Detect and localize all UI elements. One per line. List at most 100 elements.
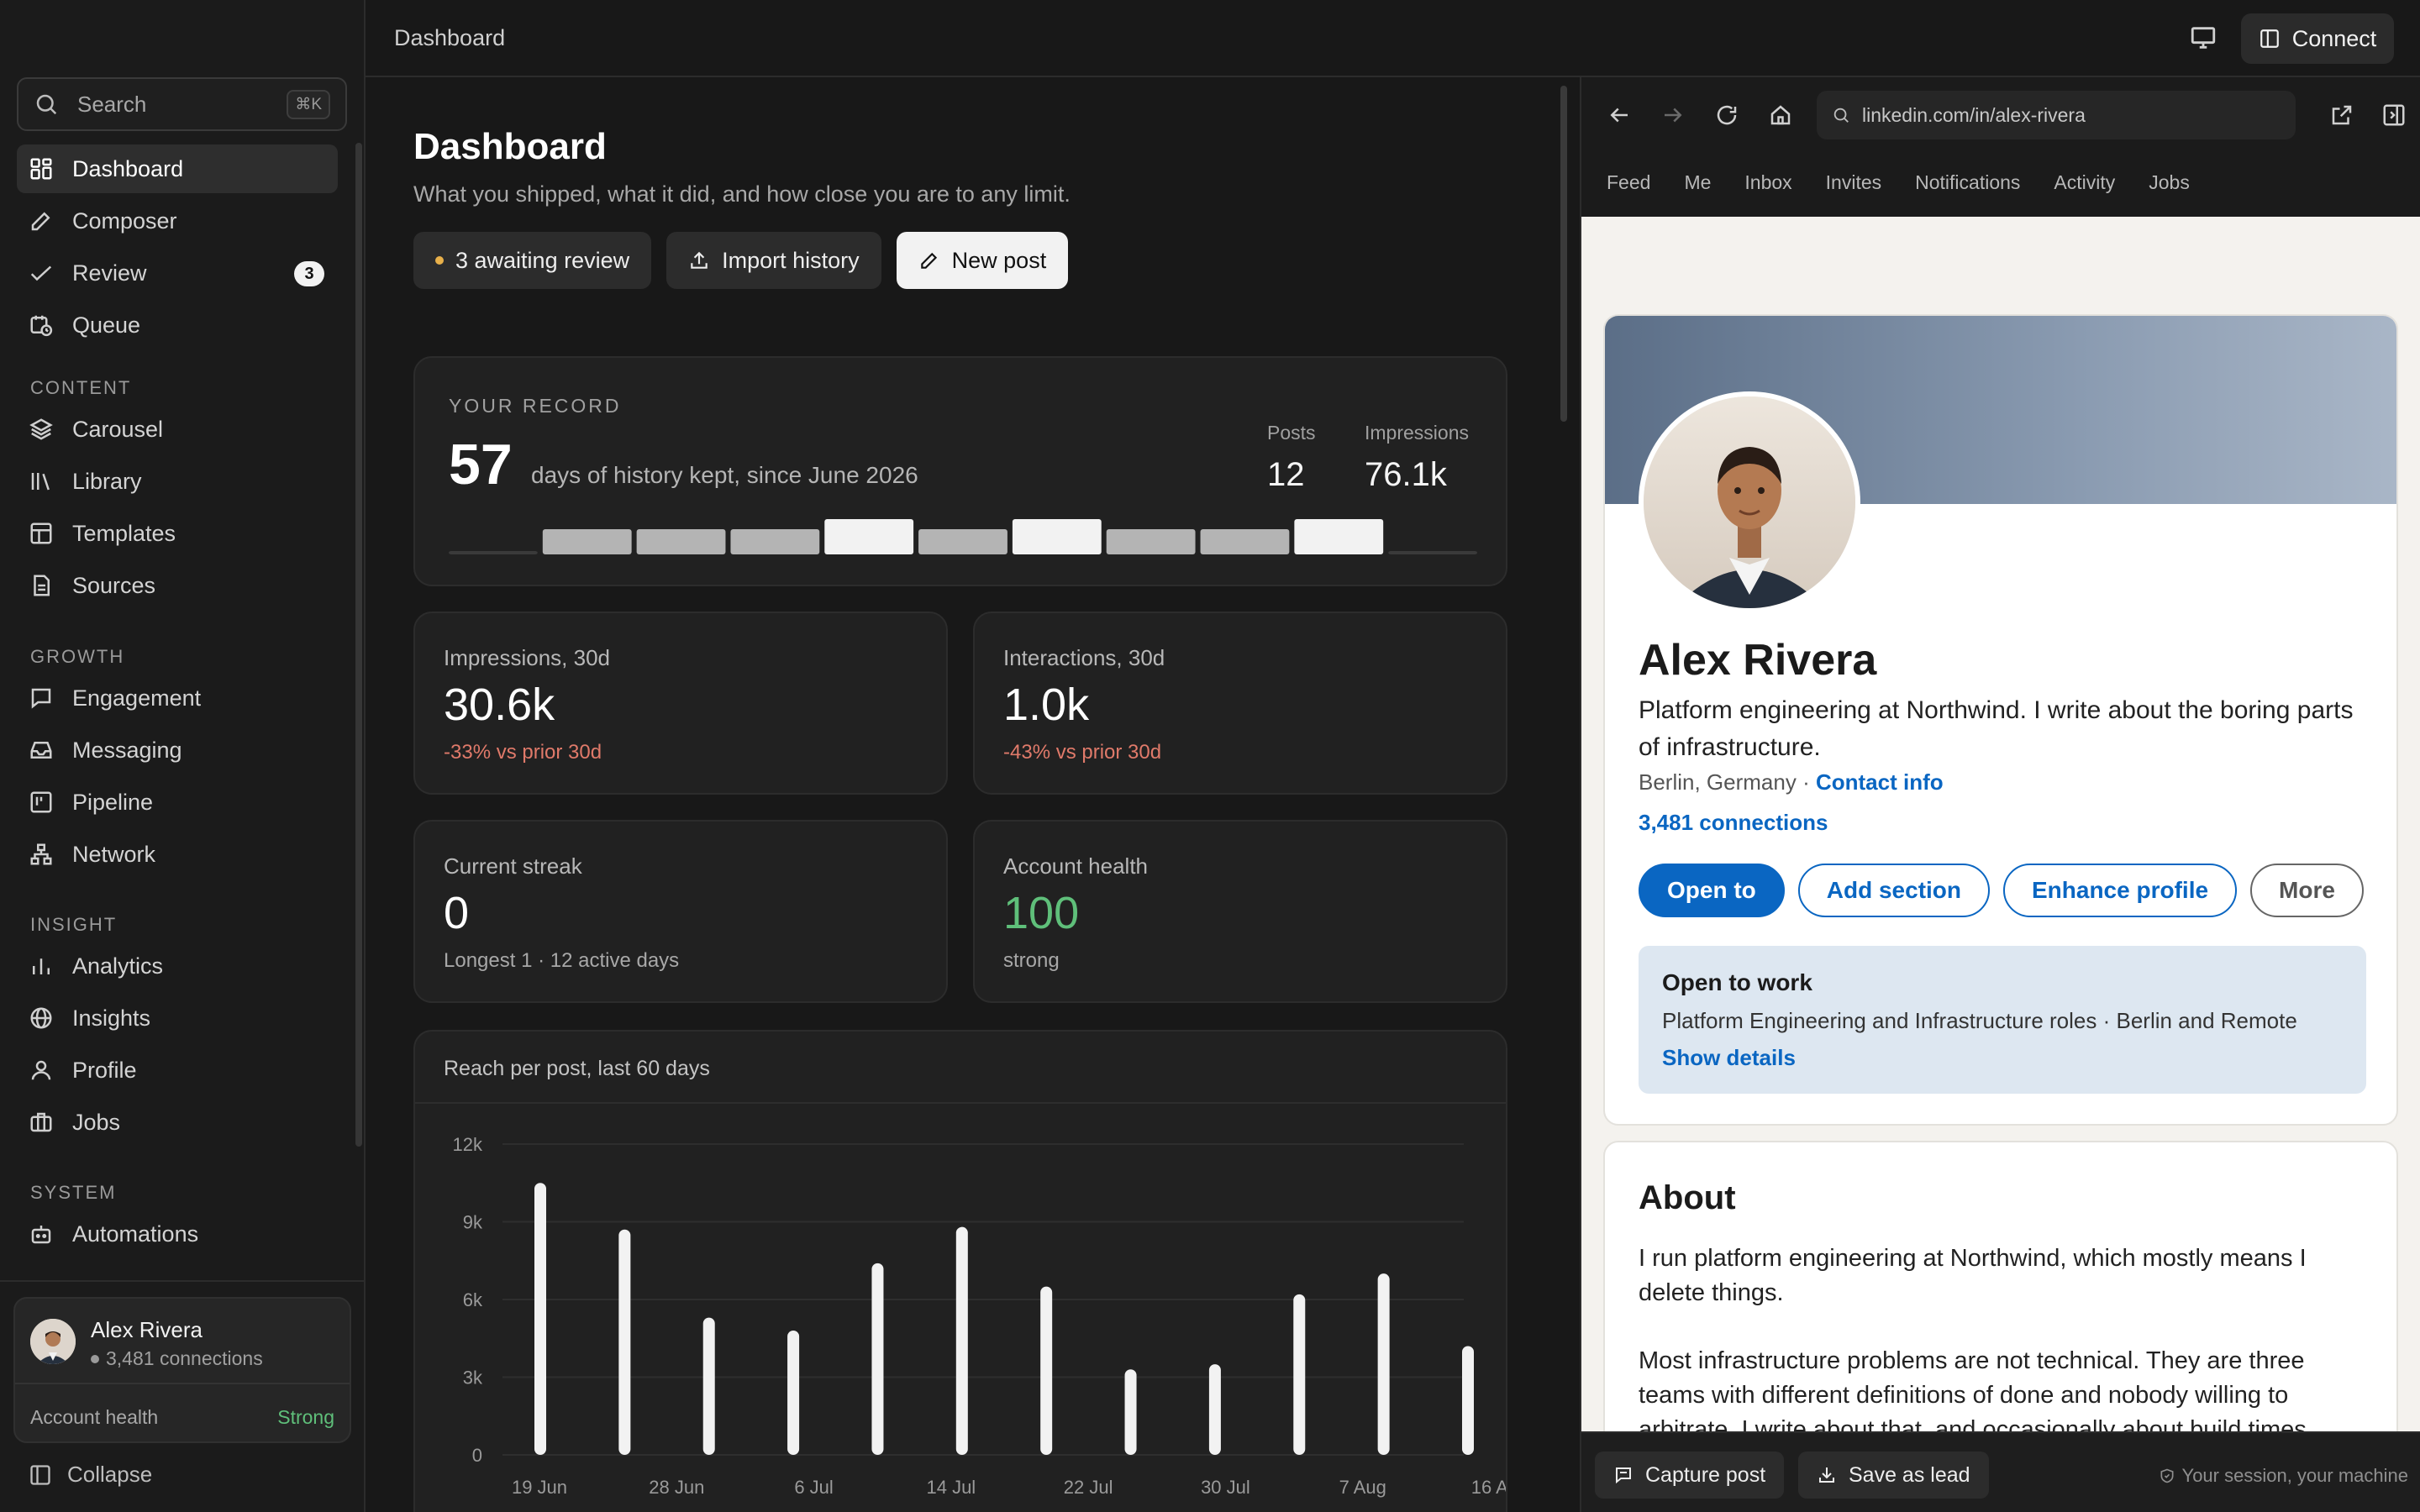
stat-label: Account health [1003,853,1149,879]
add-section-button[interactable]: Add section [1797,864,1990,917]
sidebar-toggle-icon[interactable] [2381,102,2407,128]
awaiting-review-label: 3 awaiting review [455,247,630,273]
sidebar-item-queue[interactable]: Queue [17,301,338,349]
connect-button[interactable]: Connect [2241,13,2394,64]
open-to-work-desc: Platform Engineering and Infrastructure … [1662,1008,2297,1033]
collapse-button[interactable]: Collapse [29,1462,152,1488]
sidebar-item-automations[interactable]: Automations [17,1210,338,1258]
stat-label: Current streak [444,853,582,879]
activity-cell [636,529,726,554]
awaiting-review-button[interactable]: 3 awaiting review [413,232,652,289]
sidebar-item-dashboard[interactable]: Dashboard [17,144,338,193]
x-tick-label: 16 Aug [1471,1477,1506,1498]
sidebar-item-jobs[interactable]: Jobs [17,1098,338,1147]
stat-label: Impressions, 30d [444,645,610,670]
profile-headline: Platform engineering at Northwind. I wri… [1639,696,2354,761]
chart-bar[interactable] [1377,1273,1390,1455]
external-link-icon[interactable] [2329,102,2354,128]
profile-connections-link[interactable]: 3,481 connections [1639,810,1828,835]
sidebar-item-messaging[interactable]: Messaging [17,726,338,774]
profile-card: Alex Rivera Platform engineering at Nort… [1603,314,2398,1126]
sidebar-item-composer[interactable]: Composer [17,197,338,245]
chart-bar[interactable] [1293,1294,1306,1455]
tab-inbox[interactable]: Inbox [1744,171,1792,193]
tab-invites[interactable]: Invites [1825,171,1882,193]
sidebar-item-profile[interactable]: Profile [17,1046,338,1095]
section-title-insight: INSIGHT [30,914,118,935]
weekly-activity-strip [449,519,1477,554]
sidebar-item-sources[interactable]: Sources [17,561,338,610]
forward-icon[interactable] [1660,102,1686,128]
tab-jobs[interactable]: Jobs [2149,171,2190,193]
tab-me[interactable]: Me [1684,171,1712,193]
import-history-label: Import history [722,247,860,273]
chart-bar[interactable] [1124,1369,1137,1455]
chart-bar[interactable] [534,1183,546,1455]
chart-bar[interactable] [1040,1286,1053,1455]
contact-info-link[interactable]: Contact info [1815,769,1944,795]
about-paragraph-1: I run platform engineering at Northwind,… [1639,1245,2307,1306]
profile-avatar[interactable] [1639,391,1860,613]
back-icon[interactable] [1607,102,1632,128]
new-post-button[interactable]: New post [896,232,1069,289]
home-icon[interactable] [1768,102,1793,128]
sidebar: Search ⌘K Dashboard Composer Review 3 Qu… [0,0,366,1512]
message-square-icon [1616,1467,1631,1484]
sidebar-scrollbar[interactable] [355,143,362,1147]
stat-delta: strong [1003,949,1060,972]
user-card[interactable]: Alex Rivera 3,481 connections Account he… [13,1297,351,1443]
sidebar-item-templates[interactable]: Templates [17,509,338,558]
sidebar-item-engagement[interactable]: Engagement [17,674,338,722]
sidebar-item-insights[interactable]: Insights [17,994,338,1042]
url-bar[interactable]: linkedin.com/in/alex-rivera [1817,91,2296,139]
x-tick-label: 7 Aug [1339,1477,1386,1498]
sidebar-item-analytics[interactable]: Analytics [17,942,338,990]
shield-icon [2160,1468,2174,1483]
tab-feed[interactable]: Feed [1607,171,1651,193]
activity-cell [1012,519,1102,554]
sidebar-item-label: Automations [72,1221,199,1247]
open-to-button[interactable]: Open to [1639,864,1785,917]
x-tick-label: 14 Jul [926,1477,976,1498]
record-desc: days of history kept, since June 2026 [531,462,918,488]
chart-bar[interactable] [1208,1364,1221,1455]
sidebar-item-label: Review [72,260,147,286]
sidebar-item-label: Carousel [72,416,164,442]
chart-bar[interactable] [1462,1346,1474,1456]
import-history-button[interactable]: Import history [666,232,881,289]
reload-icon[interactable] [1714,102,1739,128]
monitor-icon[interactable] [2189,24,2217,52]
record-posts: Posts 12 [1267,422,1316,494]
tab-activity[interactable]: Activity [2054,171,2116,193]
sidebar-item-library[interactable]: Library [17,457,338,506]
tab-notifications[interactable]: Notifications [1915,171,2021,193]
avatar [30,1319,76,1364]
search-input[interactable]: Search ⌘K [17,77,347,131]
chart-bar[interactable] [787,1331,800,1455]
session-note-text: Your session, your machine [2181,1465,2408,1486]
show-details-link[interactable]: Show details [1662,1045,1796,1070]
x-tick-label: 22 Jul [1064,1477,1113,1498]
stat-card-impressions: Impressions, 30d 30.6k -33% vs prior 30d [413,612,948,795]
x-tick-label: 19 Jun [512,1477,567,1498]
sidebar-item-pipeline[interactable]: Pipeline [17,778,338,827]
user-connections-label: 3,481 connections [106,1347,263,1369]
chart-bar[interactable] [871,1263,884,1455]
sidebar-item-network[interactable]: Network [17,830,338,879]
sidebar-item-carousel[interactable]: Carousel [17,405,338,454]
enhance-profile-button[interactable]: Enhance profile [2003,864,2238,917]
sidebar-item-review[interactable]: Review 3 [17,249,338,297]
activity-cell [542,529,632,554]
chart-bar[interactable] [955,1226,968,1455]
chart-bar[interactable] [618,1229,631,1455]
chart-bar[interactable] [702,1317,715,1455]
sidebar-divider [0,1280,366,1282]
collapse-label: Collapse [67,1462,153,1487]
more-button[interactable]: More [2250,864,2364,917]
network-icon [30,843,52,865]
main-scrollbar[interactable] [1560,86,1567,422]
sidebar-item-label: Messaging [72,737,182,763]
capture-post-button[interactable]: Capture post [1595,1452,1785,1499]
url-text: linkedin.com/in/alex-rivera [1862,103,2086,126]
save-as-lead-button[interactable]: Save as lead [1798,1452,1989,1499]
